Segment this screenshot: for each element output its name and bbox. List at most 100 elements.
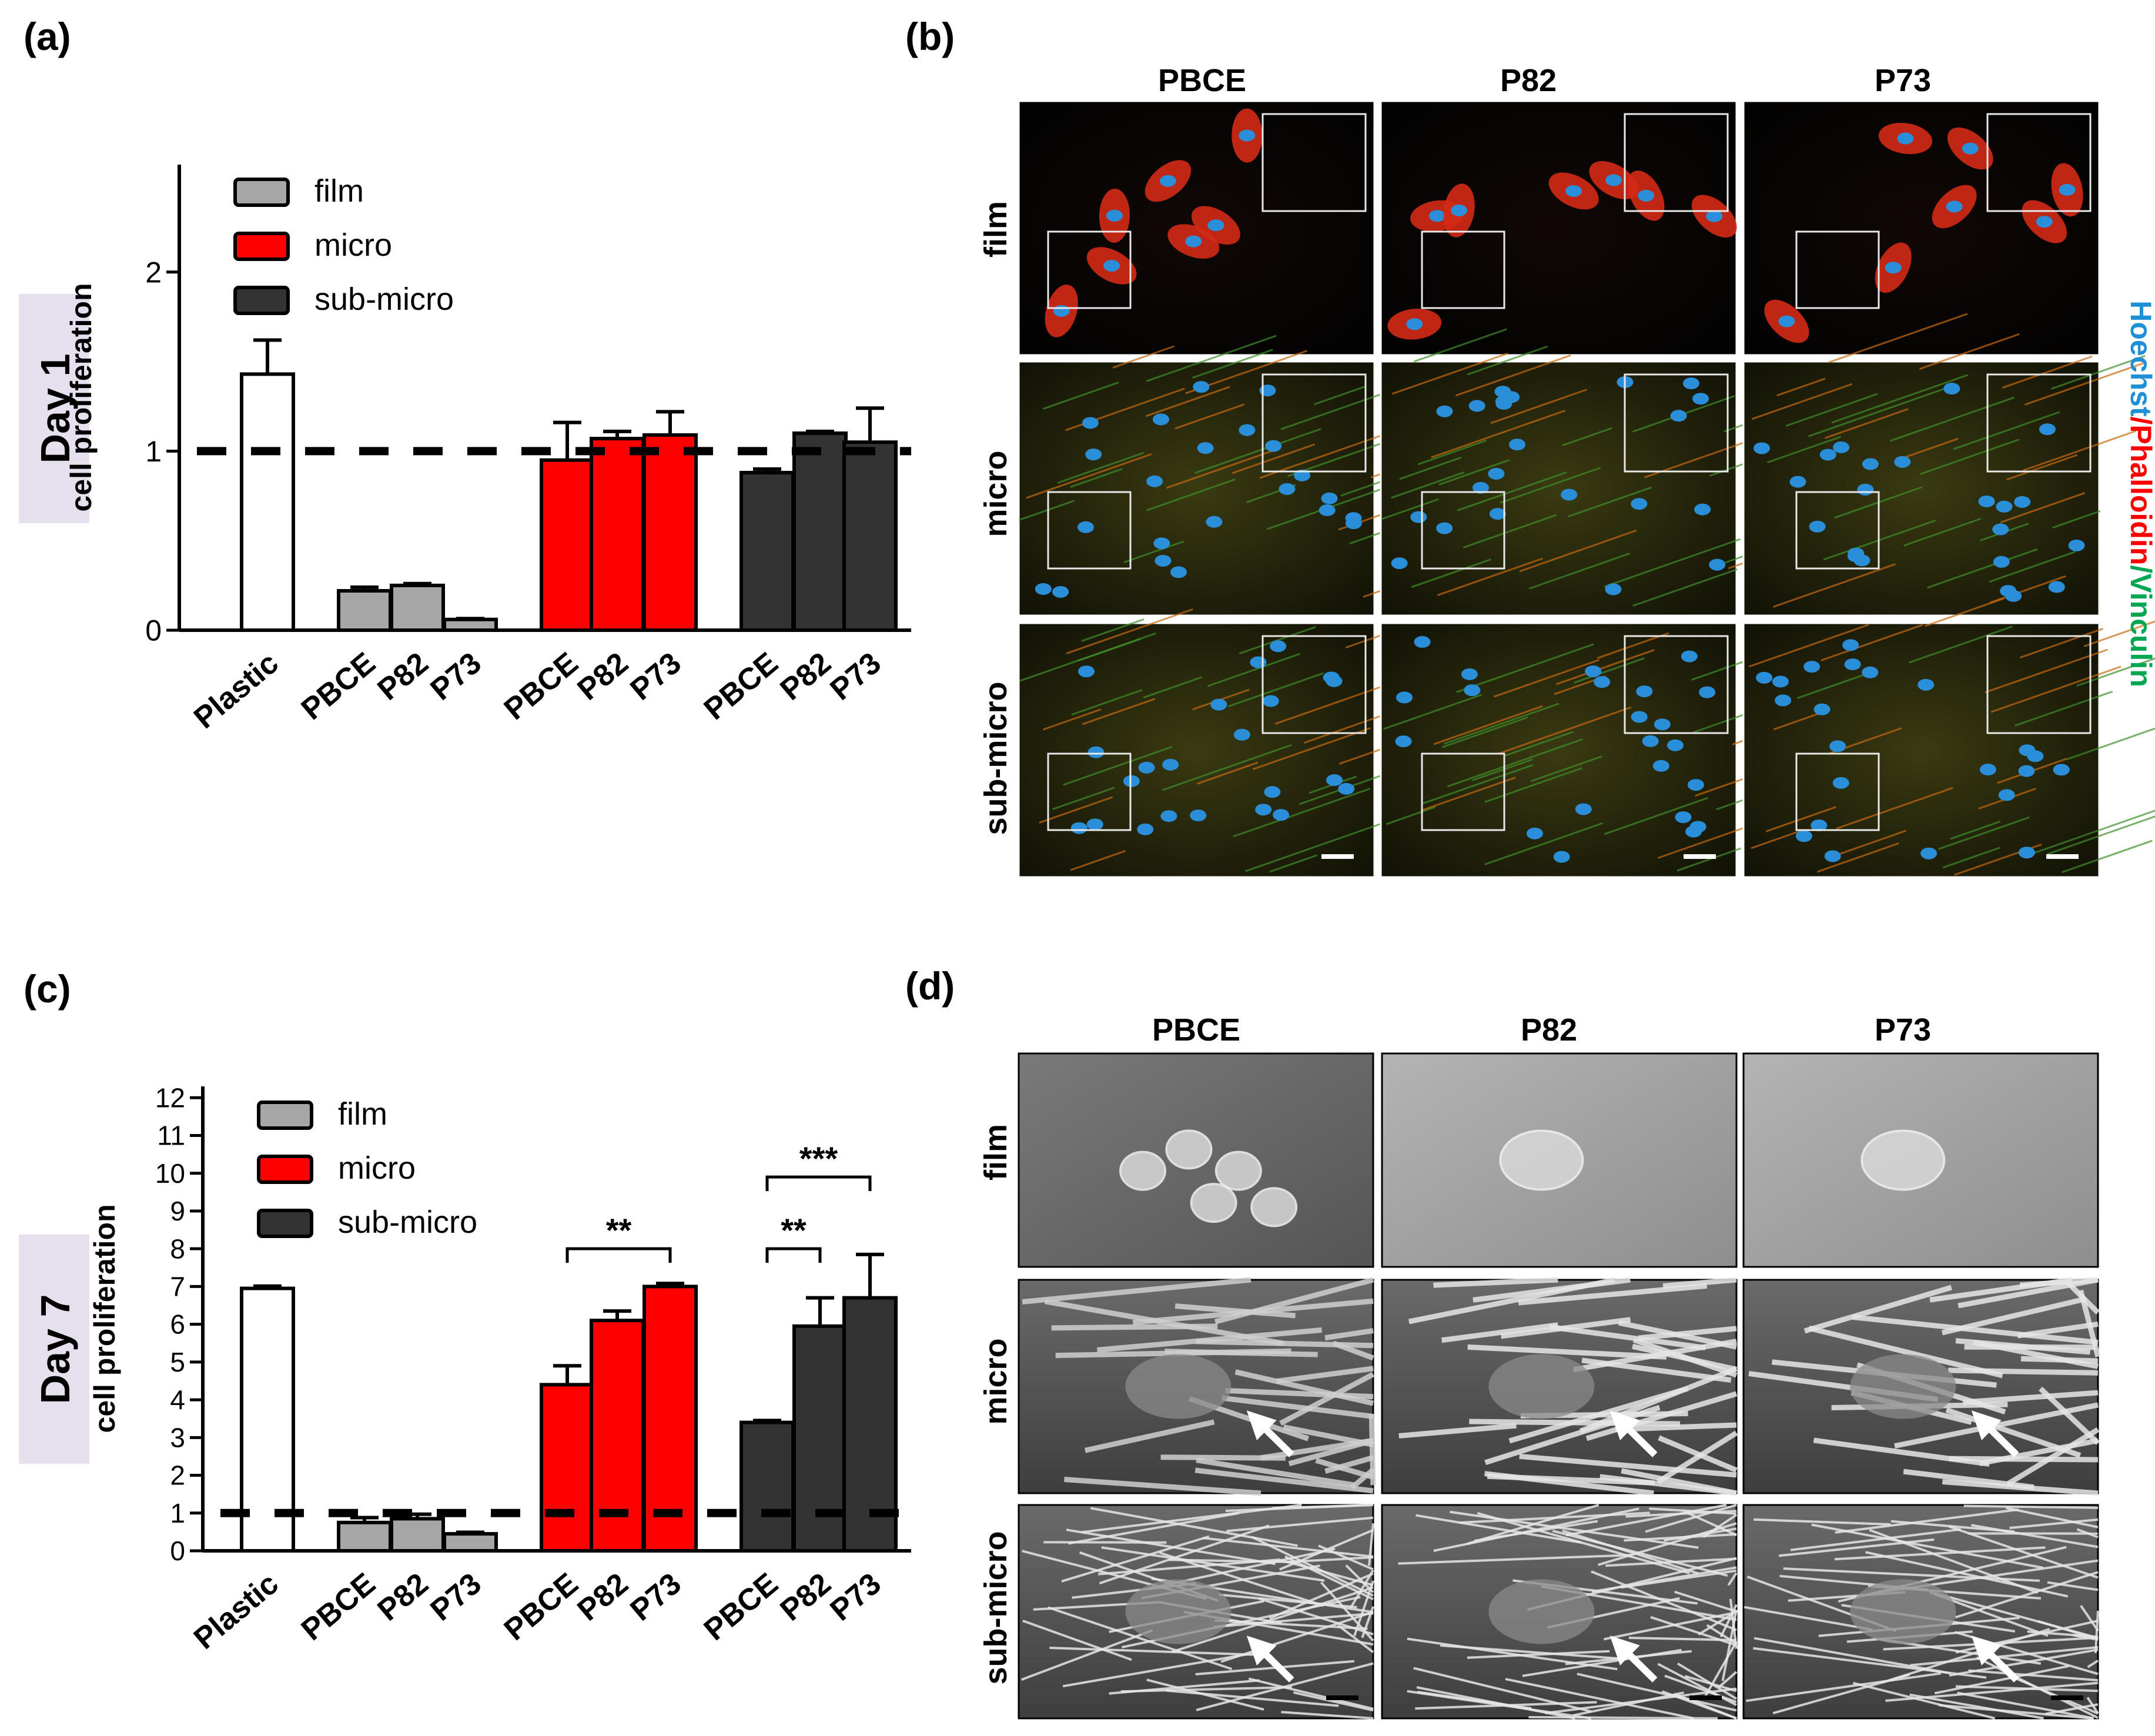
bar-plastic-plastic	[240, 372, 295, 633]
cell-body	[1850, 1354, 1956, 1419]
x-tick-label: P82	[372, 1567, 435, 1628]
y-axis-label: cell proliferation	[88, 1205, 121, 1433]
x-tick-label: PBCE	[498, 1567, 585, 1647]
x-tick-label: PBCE	[295, 1567, 382, 1647]
legend-swatch-micro	[257, 1155, 313, 1184]
col-header-d-pbce: PBCE	[1152, 1012, 1240, 1048]
bar-micro-pbce	[540, 458, 595, 632]
cell-body	[1488, 1579, 1595, 1644]
x-tick-label: P82	[774, 1567, 838, 1628]
x-tick-label: PBCE	[295, 646, 382, 727]
x-tick-label: P82	[571, 646, 635, 707]
x-tick-label: PBCE	[698, 646, 785, 727]
arrow-icon	[1246, 1635, 1294, 1683]
panel-a-label: (a)	[24, 15, 71, 58]
fluorescence-image-0-0	[1018, 100, 1376, 356]
arrow-icon	[1971, 1635, 2019, 1683]
row-label-d-submicro: sub-micro	[978, 1531, 1013, 1684]
bar-micro-pbce	[540, 1383, 595, 1553]
cell-body	[1488, 1354, 1595, 1419]
y-tick-label: 1	[145, 435, 162, 468]
legend-label-micro: micro	[314, 228, 392, 263]
col-header-d-p82: P82	[1521, 1012, 1577, 1048]
sem-image-0-2	[1742, 1052, 2099, 1268]
legend-label-micro: micro	[338, 1150, 416, 1186]
arrow-icon	[1609, 1635, 1658, 1683]
x-tick-label: PBCE	[698, 1567, 785, 1647]
fluorescence-image-1-1	[1380, 328, 1839, 617]
y-tick-label: 9	[170, 1196, 185, 1226]
bar-micro-p82	[590, 437, 645, 632]
y-tick-label: 2	[145, 256, 162, 289]
significance-bracket	[765, 1175, 872, 1192]
significance-stars: **	[781, 1212, 807, 1249]
x-tick-label: P73	[424, 646, 488, 707]
x-tick-label: P73	[424, 1567, 488, 1628]
fluorescence-image-2-1	[1380, 622, 1872, 878]
sem-image-1-1	[1381, 1277, 1738, 1496]
x-tick-label: Plastic	[188, 1567, 285, 1656]
panel-b: (b) PBCE P82 P73 film micro sub-micro Ho…	[905, 15, 2155, 878]
fluorescence-image-1-2	[1742, 313, 2147, 617]
bar-sub-micro-pbce	[739, 470, 795, 632]
col-header-b-p82: P82	[1500, 63, 1557, 98]
col-header-d-p73: P73	[1875, 1012, 1931, 1048]
sem-image-0-1	[1381, 1052, 1738, 1268]
day-label-c: Day 7	[32, 1295, 78, 1404]
panel-d-label: (d)	[905, 964, 955, 1008]
row-label-d-micro: micro	[978, 1338, 1013, 1424]
sem-image-0-0	[1018, 1052, 1374, 1268]
x-tick-label: P82	[774, 646, 838, 707]
fluorescence-image-1-0	[1018, 335, 1501, 617]
cell-body	[1125, 1354, 1232, 1419]
legend-swatch-film	[257, 1101, 313, 1130]
arrow-icon	[1609, 1410, 1658, 1457]
bar-film-pbce	[337, 588, 392, 632]
bar-micro-p73	[643, 1285, 698, 1553]
y-tick-label: 2	[170, 1460, 185, 1491]
bar-sub-micro-p73	[842, 440, 898, 633]
y-tick-label: 4	[170, 1384, 185, 1415]
bar-sub-micro-pbce	[739, 1420, 795, 1553]
significance-stars: ***	[799, 1140, 838, 1177]
significance-bracket	[565, 1247, 672, 1263]
y-tick-label: 5	[170, 1347, 185, 1377]
bar-film-p73	[443, 617, 498, 632]
y-tick-label: 11	[157, 1120, 185, 1151]
legend-label-sub-micro: sub-micro	[338, 1205, 477, 1240]
panel-b-label: (b)	[905, 15, 955, 58]
row-label-b-micro: micro	[978, 450, 1013, 537]
significance-bracket	[765, 1247, 822, 1263]
legend-label-film: film	[314, 173, 364, 209]
x-tick-label: P73	[624, 1567, 688, 1628]
bar-micro-p73	[643, 433, 698, 632]
stain-phalloidin: Phalloidin	[2124, 424, 2155, 565]
stain-sep-1: /	[2124, 416, 2155, 424]
legend-swatch-film	[233, 178, 290, 207]
fluorescence-image-grid	[1018, 100, 2155, 878]
col-header-b-p73: P73	[1875, 63, 1931, 98]
x-tick-label: P82	[372, 646, 435, 707]
significance-stars: **	[606, 1212, 632, 1249]
cell-body	[1125, 1579, 1232, 1644]
panel-c-label: (c)	[24, 967, 71, 1011]
y-tick-label: 1	[170, 1498, 185, 1528]
sem-image-2-2	[1742, 1504, 2099, 1720]
y-tick-label: 8	[170, 1233, 185, 1264]
row-label-d-film: film	[978, 1124, 1013, 1180]
day-label-a: Day 1	[32, 354, 78, 464]
bar-film-p73	[443, 1532, 498, 1553]
y-tick-label: 12	[155, 1082, 185, 1113]
bar-sub-micro-p82	[792, 431, 848, 633]
legend-swatch-sub-micro	[257, 1209, 313, 1238]
legend-swatch-micro	[233, 232, 290, 261]
legend-label-sub-micro: sub-micro	[314, 282, 454, 317]
x-tick-label: P82	[571, 1567, 635, 1628]
y-tick-label: 3	[170, 1422, 185, 1453]
y-tick-label: 10	[155, 1158, 185, 1189]
stain-sep-2: /	[2124, 565, 2155, 573]
bar-film-p82	[390, 1517, 445, 1553]
